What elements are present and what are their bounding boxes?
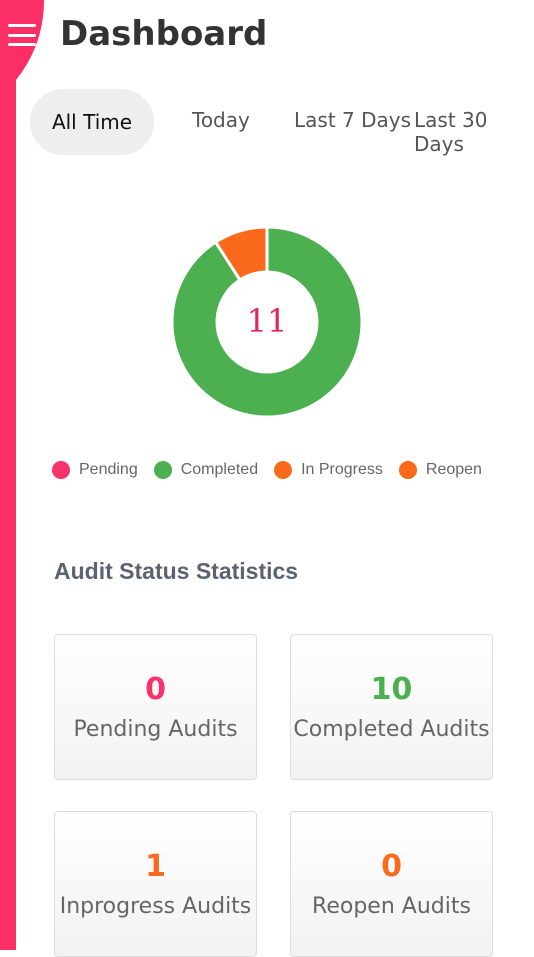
tab-all-time[interactable]: All Time: [30, 89, 154, 155]
stat-card-inprogress[interactable]: 1 Inprogress Audits: [54, 811, 257, 957]
tab-today[interactable]: Today: [192, 108, 250, 132]
stat-card-completed[interactable]: 10 Completed Audits: [290, 634, 493, 780]
donut-total-label: 11: [247, 302, 288, 340]
tab-last-7-days[interactable]: Last 7 Days: [294, 108, 412, 132]
chart-legend: Pending Completed In Progress Reopen: [52, 458, 498, 482]
legend-dot-reopen: [398, 461, 417, 479]
stat-count: 10: [370, 672, 413, 707]
page-title: Dashboard: [60, 14, 268, 54]
hamburger-icon[interactable]: [8, 24, 36, 46]
legend-dot-completed: [153, 461, 172, 479]
legend-item-pending[interactable]: Pending: [52, 461, 138, 479]
side-accent-strip: [0, 0, 16, 950]
donut-slice-in-progress[interactable]: [213, 225, 269, 283]
legend-label: In Progress: [301, 461, 383, 478]
legend-item-reopen[interactable]: Reopen: [398, 461, 482, 479]
status-donut-chart: 11: [170, 225, 364, 419]
section-title: Audit Status Statistics: [54, 558, 299, 584]
stat-count: 0: [145, 672, 166, 707]
legend-item-in-progress[interactable]: In Progress: [274, 461, 383, 479]
legend-label: Completed: [180, 461, 259, 478]
legend-label: Pending: [79, 461, 138, 478]
stat-card-reopen[interactable]: 0 Reopen Audits: [290, 811, 493, 957]
tab-last-30-days[interactable]: Last 30 Days: [414, 108, 488, 156]
stat-label: Pending Audits: [73, 717, 238, 742]
stat-card-pending[interactable]: 0 Pending Audits: [54, 634, 257, 780]
stat-count: 0: [381, 849, 402, 884]
stat-label: Completed Audits: [293, 717, 490, 742]
legend-dot-pending: [52, 461, 70, 479]
stat-label: Inprogress Audits: [59, 894, 252, 919]
legend-item-completed[interactable]: Completed: [153, 461, 259, 479]
legend-dot-in-progress: [274, 461, 293, 479]
menu-blob: [0, 0, 44, 96]
stat-label: Reopen Audits: [312, 894, 471, 919]
donut-slice-completed[interactable]: [170, 225, 364, 419]
legend-label: Reopen: [425, 461, 482, 478]
stat-count: 1: [145, 849, 166, 884]
